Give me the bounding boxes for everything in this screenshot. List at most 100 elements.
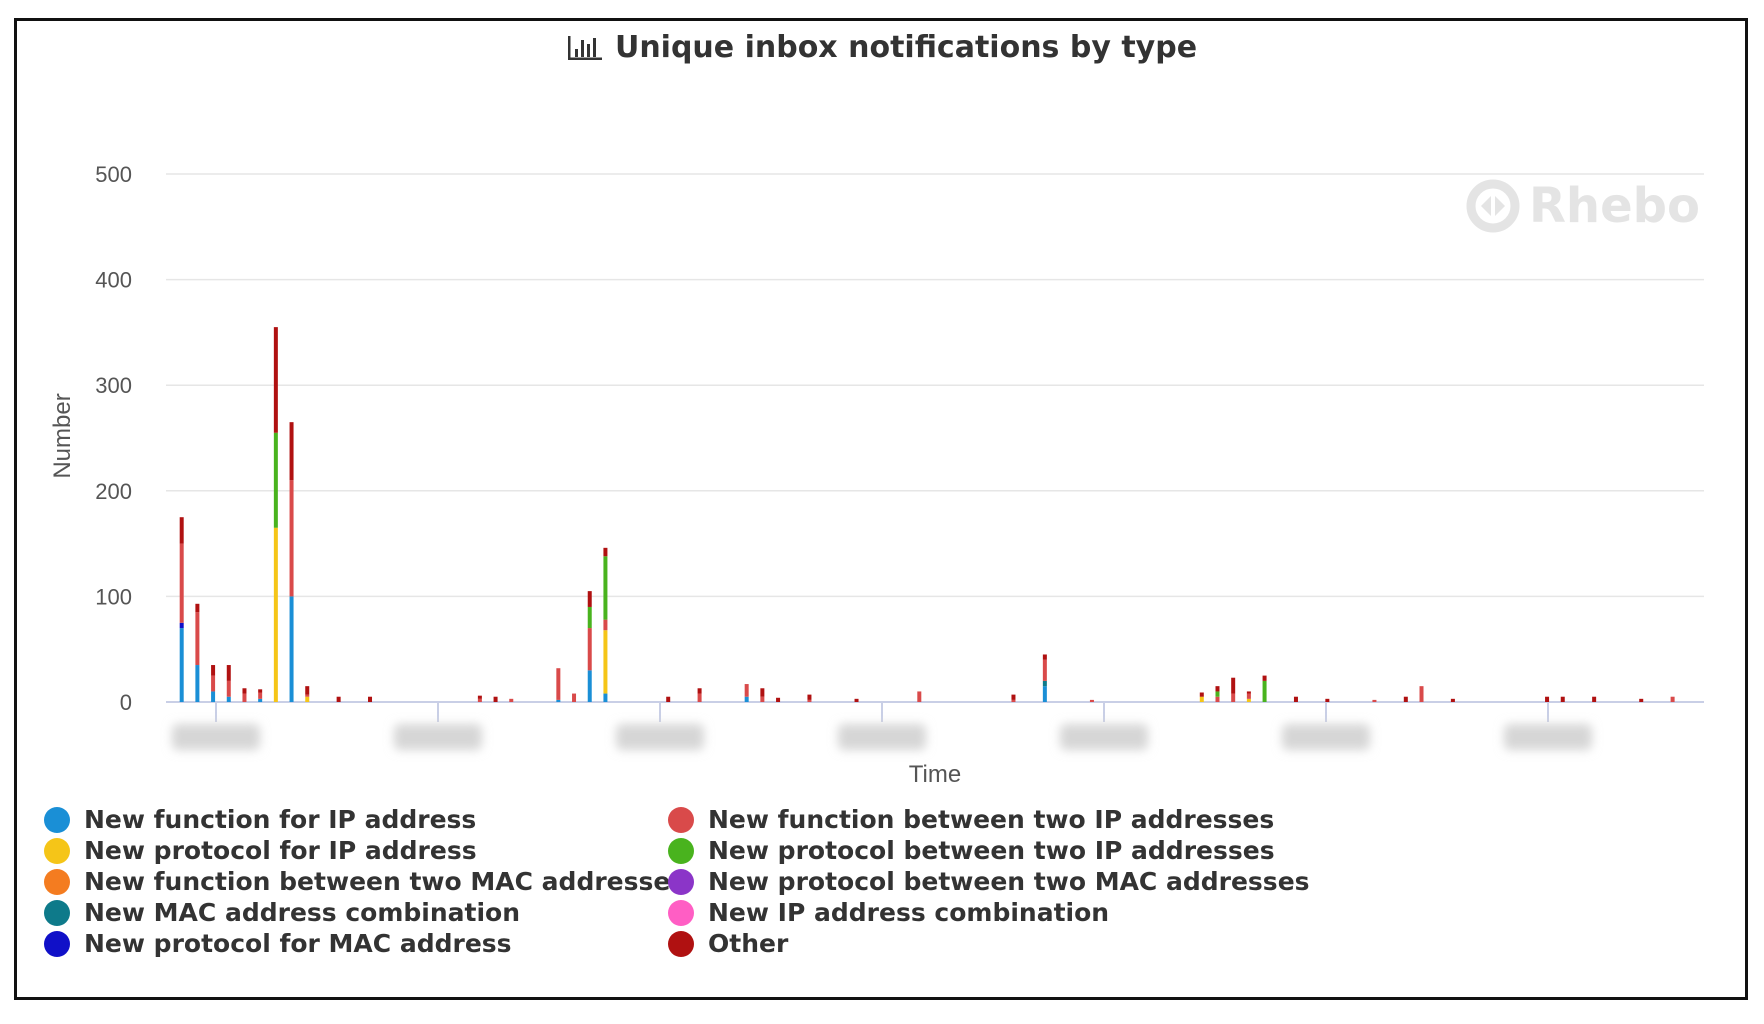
bar-segment[interactable] [1011,699,1016,702]
bar-segment[interactable] [1042,659,1047,681]
bar-segment[interactable] [179,543,184,623]
bar-segment[interactable] [1246,691,1251,694]
bar-segment[interactable] [242,688,247,694]
bar-segment[interactable] [305,696,310,702]
legend-item[interactable]: New function between two IP addresses [668,805,1274,834]
bar-segment[interactable] [1089,699,1094,702]
bar-segment[interactable] [179,622,184,629]
bar-segment[interactable] [807,699,812,702]
chart-frame [14,18,1748,1000]
bar-segment[interactable] [273,432,278,528]
bar-segment[interactable] [289,422,294,481]
bar-segment[interactable] [1215,696,1220,702]
bar-segment[interactable] [1325,698,1330,702]
bar-segment[interactable] [776,697,781,702]
bar-segment[interactable] [477,698,482,702]
bar-segment[interactable] [603,619,608,631]
bar-segment[interactable] [1419,686,1424,702]
bar-segment[interactable] [211,675,216,692]
bar-segment[interactable] [697,688,702,694]
bar-segment[interactable] [1246,693,1251,699]
legend-item[interactable]: Other [668,929,788,958]
y-tick-label: 200 [95,479,132,504]
bar-segment[interactable] [273,527,278,702]
bar-segment[interactable] [807,694,812,700]
bar-segment[interactable] [572,693,577,702]
bar-segment[interactable] [1293,696,1298,702]
bar-segment[interactable] [1215,691,1220,697]
bar-segment[interactable] [226,696,231,702]
bar-segment[interactable] [289,480,294,597]
bar-segment[interactable] [336,696,341,702]
bar-segment[interactable] [509,698,514,702]
bar-segment[interactable] [1215,686,1220,692]
bar-segment[interactable] [854,698,859,702]
bar-segment[interactable] [760,696,765,702]
legend-item[interactable]: New protocol between two IP addresses [668,836,1275,865]
bar-segment[interactable] [556,699,561,702]
bar-segment[interactable] [1042,654,1047,660]
bar-segment[interactable] [179,628,184,702]
bar-segment[interactable] [1042,686,1047,702]
bar-segment[interactable] [587,628,592,671]
bar-segment[interactable] [587,670,592,702]
bar-segment[interactable] [368,696,373,702]
bar-segment[interactable] [587,591,592,607]
bar-segment[interactable] [226,665,231,681]
bar-segment[interactable] [1262,680,1267,702]
bar-segment[interactable] [211,665,216,676]
bar-segment[interactable] [1231,693,1236,702]
bar-segment[interactable] [666,696,671,702]
legend-item[interactable]: New protocol between two MAC addresses [668,867,1310,896]
bar-segment[interactable] [305,686,310,695]
bar-segment[interactable] [587,606,592,629]
bar-segment[interactable] [305,694,310,697]
bar-segment[interactable] [493,696,498,702]
bar-segment[interactable] [1372,699,1377,702]
legend-item[interactable]: New IP address combination [668,898,1109,927]
legend-item[interactable]: New function between two MAC addresses [44,867,685,896]
bar-segment[interactable] [603,556,608,620]
bar-segment[interactable] [1639,698,1644,702]
bar-segment[interactable] [1199,692,1204,697]
bar-segment[interactable] [1231,677,1236,694]
bar-segment[interactable] [1560,696,1565,702]
bar-segment[interactable] [1592,696,1597,702]
bar-segment[interactable] [917,691,922,702]
bar-segment[interactable] [1011,694,1016,700]
bar-segment[interactable] [195,612,200,666]
bar-segment[interactable] [1199,696,1204,702]
bar-segment[interactable] [603,630,608,694]
bar-segment[interactable] [603,693,608,702]
bar-segment[interactable] [697,693,702,702]
legend-item[interactable]: New protocol for MAC address [44,929,512,958]
bar-segment[interactable] [1403,696,1408,702]
bar-segment[interactable] [258,689,263,693]
bar-segment[interactable] [760,688,765,697]
bar-segment[interactable] [556,668,561,700]
bar-segment[interactable] [226,680,231,697]
bar-segment[interactable] [1042,680,1047,687]
bar-segment[interactable] [195,665,200,702]
bar-segment[interactable] [1670,696,1675,702]
legend-item[interactable]: New function for IP address [44,805,476,834]
bar-segment[interactable] [289,596,294,702]
bar-segment[interactable] [258,698,263,702]
bar-segment[interactable] [744,684,749,697]
bar-segment[interactable] [1450,698,1455,702]
bar-segment[interactable] [242,693,247,702]
bar-segment[interactable] [477,695,482,699]
bar-segment[interactable] [195,603,200,613]
bar-segment[interactable] [603,547,608,557]
bar-segment[interactable] [211,691,216,702]
rhebo-watermark: Rhebo [1465,178,1700,234]
bar-segment[interactable] [273,327,278,433]
bar-segment[interactable] [1246,698,1251,702]
bar-segment[interactable] [744,696,749,702]
bar-segment[interactable] [179,517,184,544]
legend-item[interactable]: New protocol for IP address [44,836,477,865]
bar-segment[interactable] [258,692,263,699]
bar-segment[interactable] [1545,696,1550,702]
legend-item[interactable]: New MAC address combination [44,898,520,927]
bar-segment[interactable] [1262,675,1267,681]
